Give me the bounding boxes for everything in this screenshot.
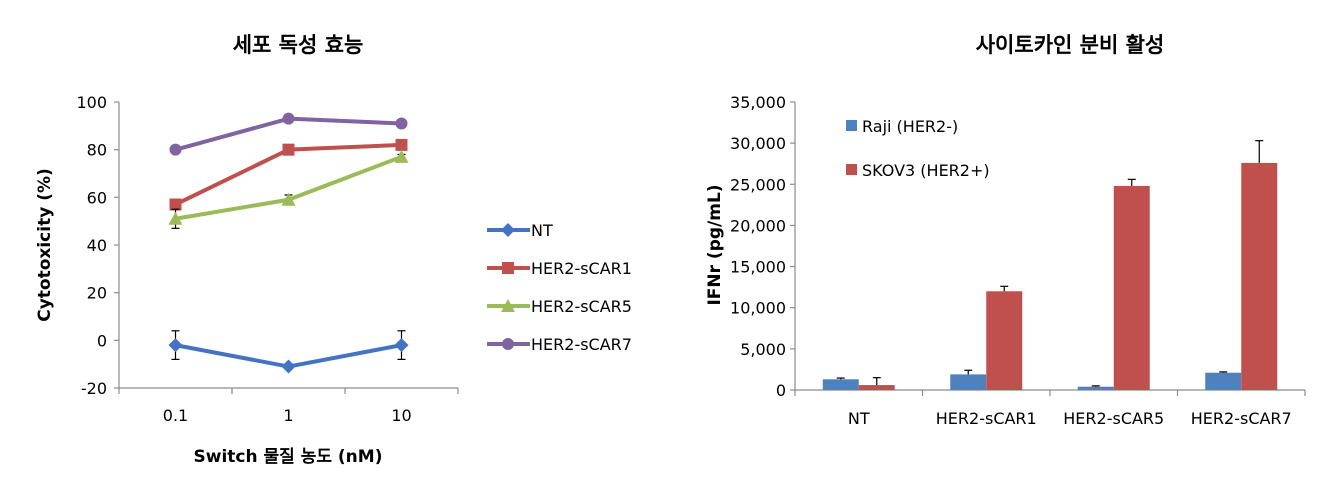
bar bbox=[1205, 372, 1242, 390]
data-point bbox=[169, 143, 182, 156]
bar bbox=[1113, 185, 1150, 390]
chart2-y-tick-label: 0 bbox=[776, 381, 786, 400]
cytokine-chart: 사이토카인 분비 활성 0 5,000 10,000 15,000 20,000 25,0… bbox=[705, 33, 1306, 428]
chart2-y-tick-label: 30,000 bbox=[730, 134, 786, 153]
chart1-y-tick-label: 80 bbox=[87, 141, 107, 160]
chart1-series-her2-scar1 bbox=[169, 138, 408, 211]
legend-item: NT bbox=[487, 221, 553, 240]
chart1-title: 세포 독성 효능 bbox=[233, 33, 364, 57]
chart2-legend: Raji (HER2-) SKOV3 (HER2+) bbox=[846, 117, 990, 180]
chart1-series-her2-scar5 bbox=[168, 149, 409, 229]
chart1-y-tick-label: 60 bbox=[87, 188, 107, 207]
bar bbox=[1241, 162, 1278, 390]
legend-marker bbox=[501, 299, 515, 312]
chart1-y-ticks: -20 0 20 40 60 80 100 bbox=[76, 93, 119, 398]
chart2-x-tick-label: HER2-sCAR7 bbox=[1191, 409, 1292, 428]
data-point bbox=[394, 149, 409, 163]
chart1-y-tick-label: 100 bbox=[76, 93, 107, 112]
chart2-bars bbox=[822, 140, 1278, 390]
data-point bbox=[395, 117, 408, 130]
bar bbox=[822, 379, 859, 390]
data-point bbox=[394, 338, 409, 353]
chart1-y-tick-label: 40 bbox=[87, 236, 107, 255]
chart2-y-ticks: 0 5,000 10,000 15,000 20,000 25,000 30,000 35,0… bbox=[730, 93, 795, 400]
chart1-series-nt bbox=[168, 330, 409, 374]
data-point bbox=[169, 198, 182, 211]
legend-swatch bbox=[846, 164, 857, 175]
chart2-x-tick-label: NT bbox=[848, 409, 870, 428]
chart1-y-tick-label: 20 bbox=[87, 284, 107, 303]
chart2-title: 사이토카인 분비 활성 bbox=[976, 33, 1165, 57]
chart1-series-her2-scar7 bbox=[169, 112, 408, 156]
data-point bbox=[168, 338, 183, 353]
legend-label: NT bbox=[531, 221, 553, 240]
data-point bbox=[282, 112, 295, 125]
bar bbox=[986, 291, 1023, 390]
data-point bbox=[281, 192, 296, 206]
chart1-y-axis-label: Cytotoxicity (%) bbox=[35, 168, 55, 322]
chart2-y-tick-label: 25,000 bbox=[730, 175, 786, 194]
cytotoxicity-chart: 세포 독성 효능 -20 0 20 40 60 80 100 0.1 1 10 Switch 물… bbox=[35, 33, 632, 467]
chart1-x-tick-label: 1 bbox=[283, 406, 293, 425]
legend-label: Raji (HER2-) bbox=[862, 117, 958, 136]
legend-item: SKOV3 (HER2+) bbox=[846, 161, 990, 180]
chart1-x-axis-label: Switch 물질 농도 (nM) bbox=[194, 446, 383, 467]
legend-label: HER2-sCAR7 bbox=[531, 335, 632, 354]
bar bbox=[950, 374, 987, 390]
legend-label: HER2-sCAR5 bbox=[531, 297, 632, 316]
chart2-y-tick-label: 5,000 bbox=[740, 340, 786, 359]
chart1-x-tick-label: 0.1 bbox=[163, 406, 188, 425]
chart1-x-ticks: 0.1 1 10 bbox=[118, 388, 459, 425]
bar bbox=[858, 385, 895, 390]
legend-marker bbox=[502, 338, 514, 350]
legend-label: HER2-sCAR1 bbox=[531, 259, 632, 278]
legend-item: HER2-sCAR7 bbox=[487, 335, 632, 354]
chart2-y-tick-label: 35,000 bbox=[730, 93, 786, 112]
legend-label: SKOV3 (HER2+) bbox=[862, 161, 990, 180]
bar bbox=[1077, 386, 1114, 390]
data-point bbox=[168, 211, 183, 225]
legend-marker bbox=[502, 262, 514, 274]
chart2-x-tick-label: HER2-sCAR5 bbox=[1063, 409, 1164, 428]
data-point bbox=[282, 143, 295, 156]
chart2-y-axis-label: IFNr (pg/mL) bbox=[705, 184, 725, 305]
legend-swatch bbox=[846, 120, 857, 131]
legend-item: HER2-sCAR5 bbox=[487, 297, 632, 316]
chart2-y-tick-label: 10,000 bbox=[730, 299, 786, 318]
chart1-y-tick-label: -20 bbox=[81, 379, 107, 398]
data-point bbox=[395, 138, 408, 151]
chart2-y-tick-label: 15,000 bbox=[730, 258, 786, 277]
chart1-legend: NT HER2-sCAR1 HER2-sCAR5 HER2-sCAR7 bbox=[487, 221, 632, 354]
chart2-x-tick-label: HER2-sCAR1 bbox=[936, 409, 1037, 428]
chart2-x-ticks: NT HER2-sCAR1 HER2-sCAR5 HER2-sCAR7 bbox=[794, 390, 1306, 428]
legend-item: Raji (HER2-) bbox=[846, 117, 958, 136]
data-point bbox=[281, 359, 296, 374]
chart1-x-tick-label: 10 bbox=[391, 406, 411, 425]
legend-item: HER2-sCAR1 bbox=[487, 259, 632, 278]
chart1-y-tick-label: 0 bbox=[97, 331, 107, 350]
chart1-series bbox=[168, 112, 409, 374]
legend-marker bbox=[501, 223, 515, 237]
chart2-y-tick-label: 20,000 bbox=[730, 216, 786, 235]
